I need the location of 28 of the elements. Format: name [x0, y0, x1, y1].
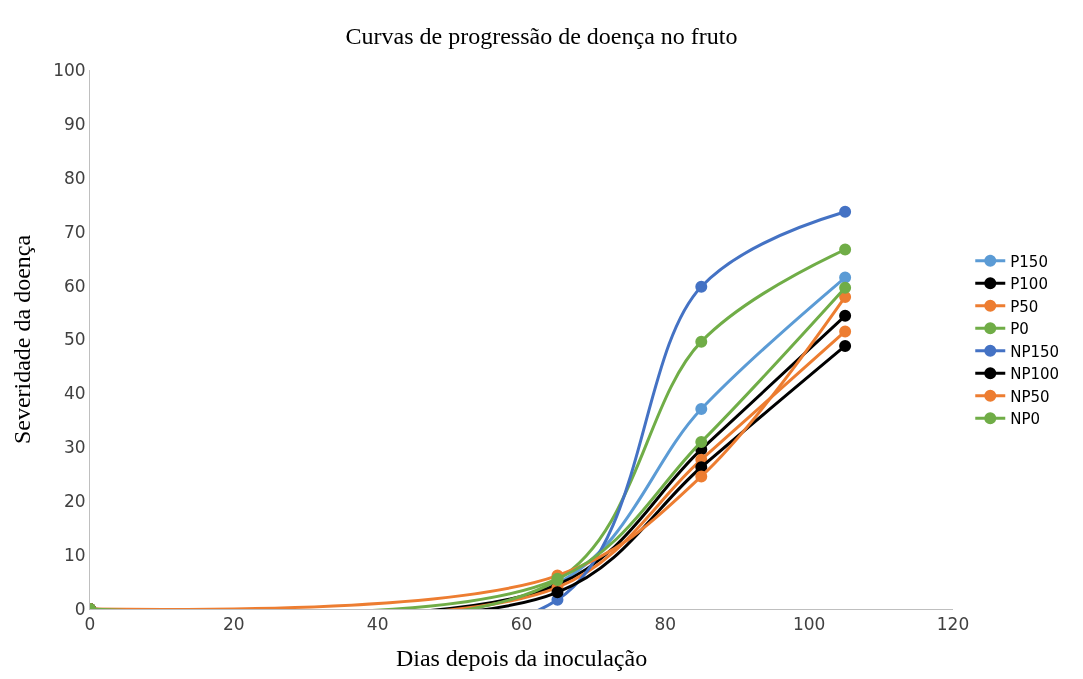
legend-label: P150: [1010, 252, 1048, 271]
legend-label: NP0: [1010, 410, 1041, 429]
y-tick-label: 20: [63, 491, 86, 512]
y-tick-label: 80: [63, 167, 86, 188]
x-tick-label: 80: [654, 614, 677, 635]
y-tick-label: 10: [63, 545, 86, 566]
legend-label: P50: [1010, 297, 1039, 316]
y-tick-label: 30: [63, 437, 86, 458]
x-tick-label: 120: [936, 614, 970, 635]
y-tick-label: 100: [53, 59, 86, 80]
legend-label: NP100: [1010, 365, 1060, 384]
y-tick-label: 60: [63, 275, 86, 296]
chart-title: Curvas de progressão de doença no fruto: [345, 22, 738, 49]
x-axis-title: Dias depois da inoculação: [395, 644, 648, 671]
legend-label: P100: [1010, 275, 1048, 294]
y-tick-label: 0: [74, 598, 86, 619]
legend-label: NP150: [1010, 342, 1060, 361]
legend-label: NP50: [1010, 387, 1050, 406]
x-tick-label: 20: [223, 614, 245, 635]
y-tick-label: 90: [63, 113, 86, 134]
x-tick-label: 60: [510, 614, 533, 635]
x-tick-label: 100: [792, 614, 826, 635]
legend-label: P0: [1010, 320, 1029, 339]
x-tick-label: 40: [366, 614, 389, 635]
y-tick-label: 70: [63, 221, 86, 242]
y-tick-label: 40: [63, 383, 86, 404]
y-axis-title: Severidade da doença: [9, 234, 36, 445]
y-tick-label: 50: [63, 329, 86, 350]
